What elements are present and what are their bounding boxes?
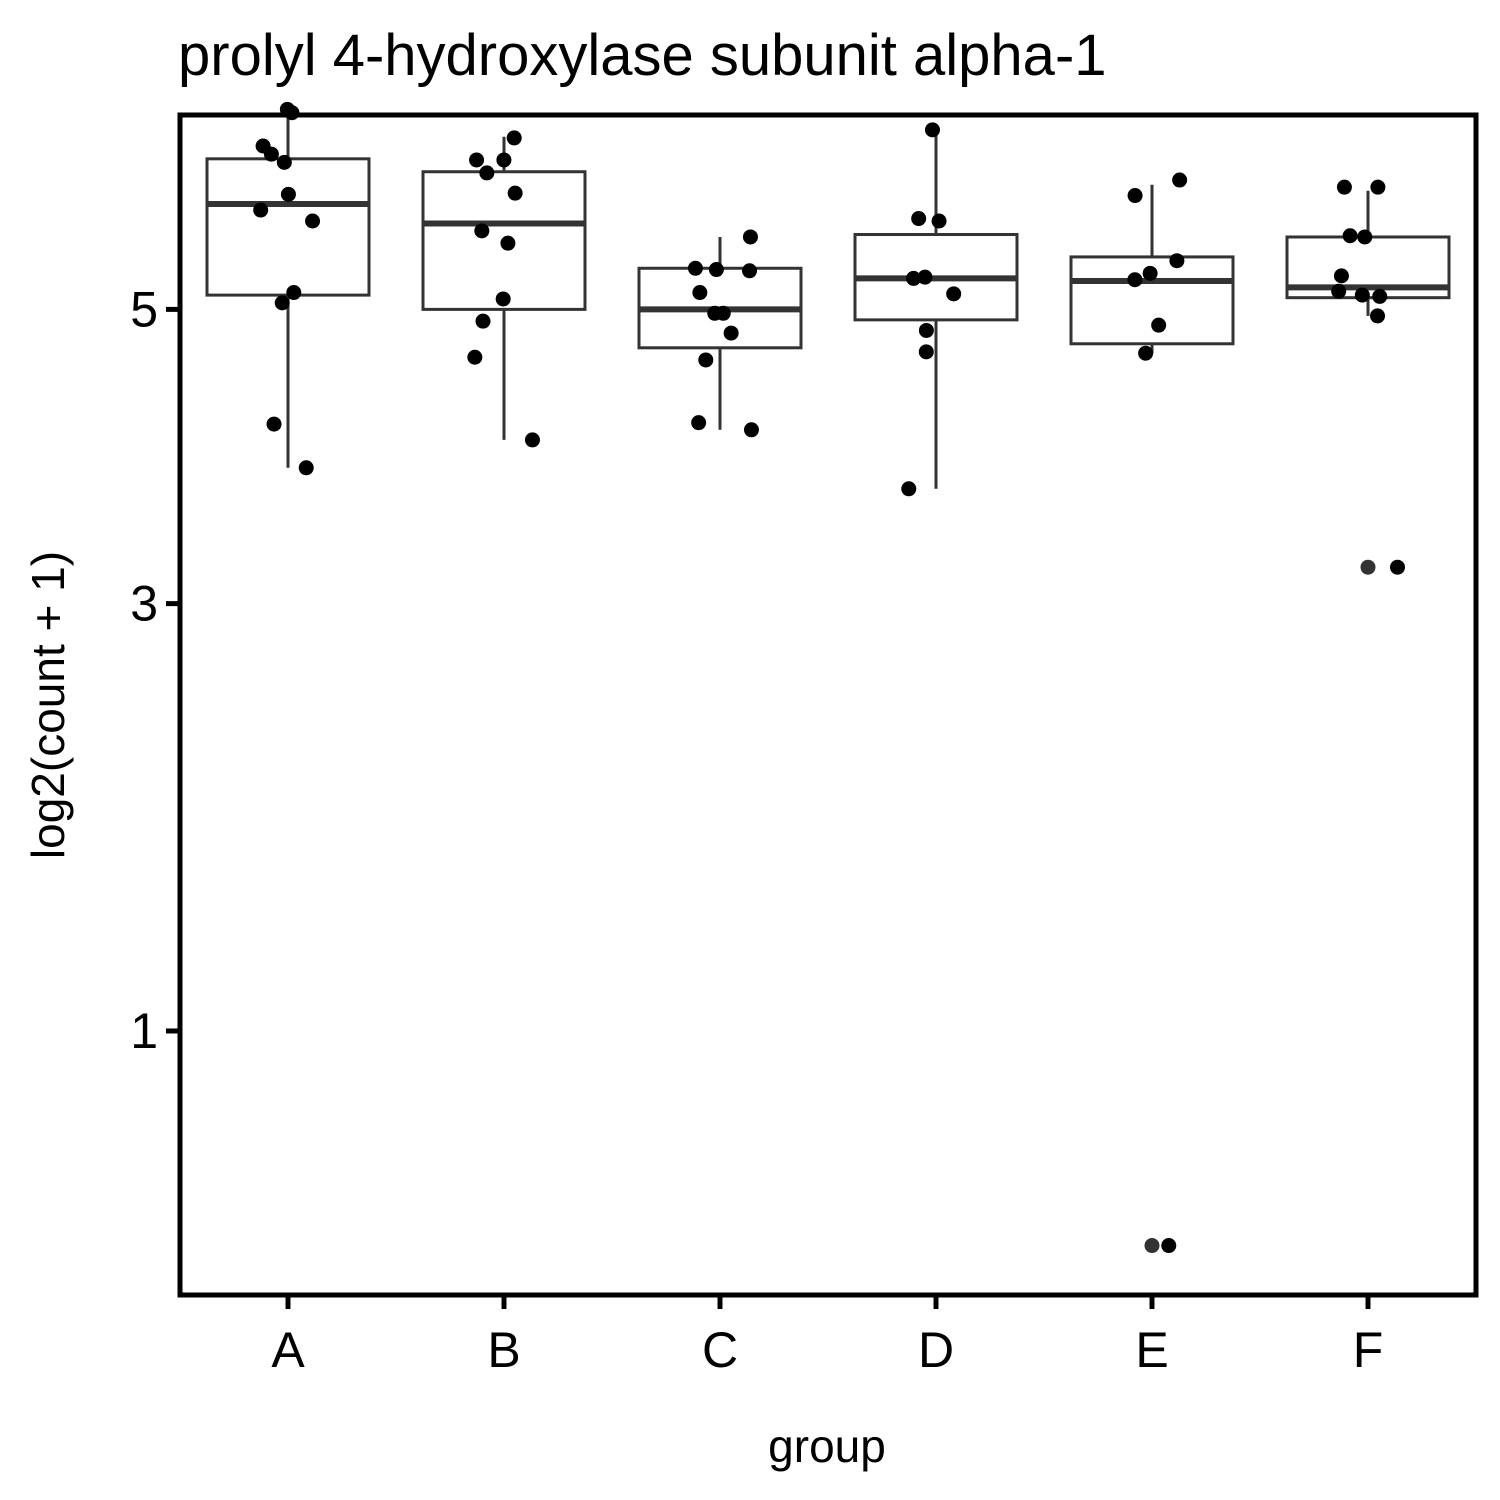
data-point-C [692, 285, 708, 301]
data-point-C [687, 260, 703, 276]
x-tick-label: D [918, 1322, 954, 1378]
x-tick-label: B [487, 1322, 520, 1378]
data-point-C [742, 229, 758, 245]
box-group-B [421, 136, 587, 440]
data-point-F [1342, 228, 1358, 244]
box-group-A [205, 112, 371, 468]
data-point-F [1389, 559, 1405, 575]
data-point-F [1372, 288, 1388, 304]
data-point-A [305, 213, 321, 229]
data-point-A [266, 416, 282, 432]
box-group-F [1285, 190, 1451, 316]
data-point-F [1336, 179, 1352, 195]
data-point-A [280, 186, 296, 202]
data-point-E [1127, 188, 1143, 204]
data-point-E [1142, 265, 1158, 281]
chart-title: prolyl 4-hydroxylase subunit alpha-1 [178, 23, 1107, 88]
data-point-F [1357, 229, 1373, 245]
data-point-A [274, 295, 290, 311]
x-axis: A B C D E F [271, 1295, 1383, 1378]
data-point-F [1370, 308, 1386, 324]
data-point-D [918, 344, 934, 360]
data-point-E [1161, 1238, 1177, 1254]
data-point-A [298, 460, 314, 476]
data-point-C [708, 262, 724, 278]
data-point-C [743, 422, 759, 438]
data-point-B [467, 349, 483, 365]
data-point-D [906, 270, 922, 286]
data-point-C [698, 352, 714, 368]
data-point-A [286, 285, 302, 301]
x-tick-label: E [1135, 1322, 1168, 1378]
data-point-A [263, 146, 279, 162]
data-point-E [1127, 272, 1143, 288]
data-point-B [469, 152, 485, 168]
x-tick-label: C [702, 1322, 738, 1378]
data-point-E [1138, 345, 1154, 361]
data-point-D [901, 481, 917, 497]
box-group-D [853, 129, 1019, 489]
plot-panel-border [177, 112, 1479, 1298]
data-point-E [1172, 172, 1188, 188]
data-point-B [475, 313, 491, 329]
data-point-D [931, 213, 947, 229]
x-axis-label: group [768, 1420, 886, 1472]
data-point-F [1354, 287, 1370, 303]
data-point-C [715, 305, 731, 321]
data-point-C [691, 415, 707, 431]
x-tick-label: A [271, 1322, 305, 1378]
data-point-F [1370, 179, 1386, 195]
data-point-D [924, 122, 940, 138]
data-point-D [946, 286, 962, 302]
outlier-point-F [1360, 559, 1376, 575]
plot-area [205, 101, 1451, 1254]
y-tick-label: 3 [130, 576, 158, 632]
data-point-B [474, 223, 490, 239]
data-point-E [1169, 253, 1185, 269]
data-point-D [918, 322, 934, 338]
data-point-B [507, 185, 523, 201]
data-point-D [911, 211, 927, 227]
data-point-B [524, 432, 540, 448]
data-point-F [1333, 268, 1349, 284]
data-point-B [506, 130, 522, 146]
box [205, 157, 371, 297]
outlier-point-E [1144, 1238, 1160, 1254]
y-tick-label: 1 [130, 1003, 158, 1059]
x-tick-label: F [1353, 1322, 1384, 1378]
data-point-A [253, 202, 269, 218]
data-point-B [496, 152, 512, 168]
data-point-B [495, 291, 511, 307]
data-point-D [917, 269, 933, 285]
data-point-A [276, 154, 292, 170]
data-point-B [479, 165, 495, 181]
data-point-E [1151, 317, 1167, 333]
y-axis: 1 3 5 [130, 281, 180, 1059]
data-point-B [500, 235, 516, 251]
data-point-C [723, 325, 739, 341]
y-tick-label: 5 [130, 281, 158, 337]
y-axis-label: log2(count + 1) [22, 551, 74, 859]
data-point-C [742, 263, 758, 279]
data-point-F [1331, 283, 1347, 299]
